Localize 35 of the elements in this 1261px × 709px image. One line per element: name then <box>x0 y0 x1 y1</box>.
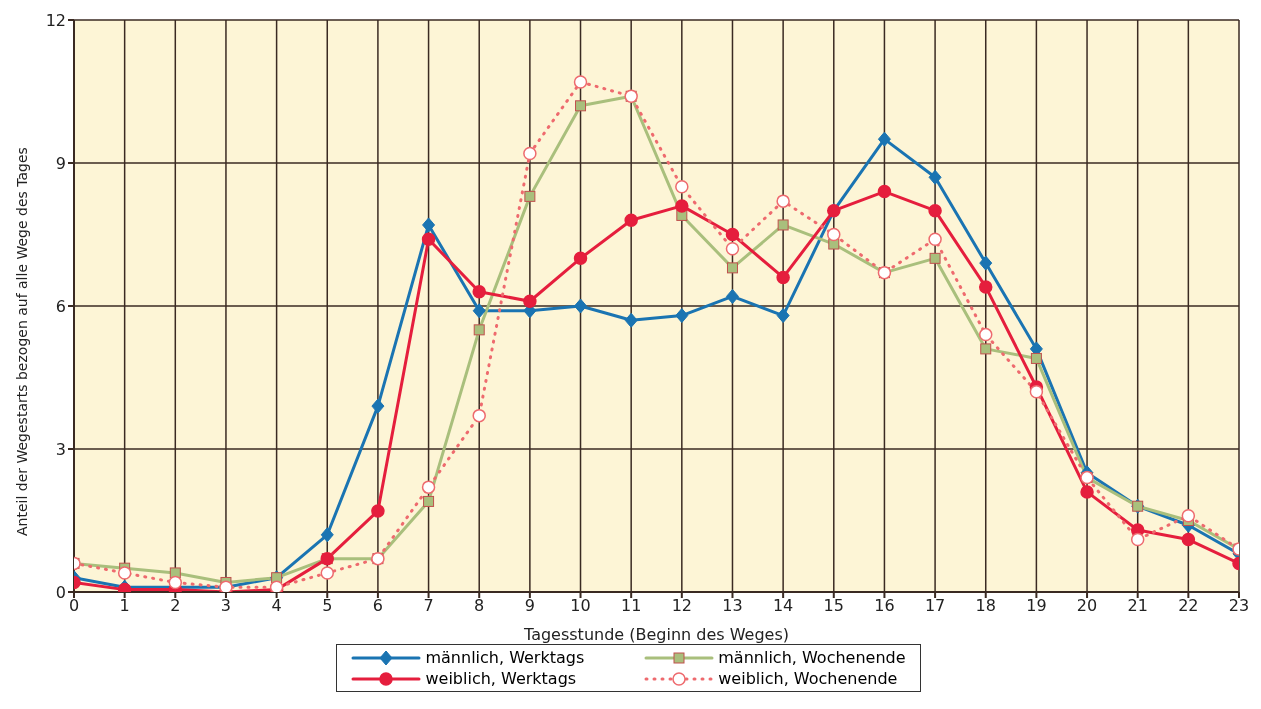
y-tick-label: 9 <box>55 153 66 173</box>
y-tick-label: 3 <box>55 439 66 459</box>
y-tick-label: 6 <box>55 296 66 316</box>
x-tick-label: 0 <box>68 596 80 616</box>
x-tick-label: 13 <box>722 596 743 616</box>
x-tick-label: 18 <box>975 596 996 616</box>
legend-label: weiblich, Werktags <box>425 669 577 688</box>
legend-label: männlich, Wochenende <box>718 648 906 667</box>
y-axis-title: Anteil der Wegestarts bezogen auf alle Wege des Tages <box>13 147 30 536</box>
x-tick-label: 12 <box>671 596 693 616</box>
x-tick-label: 17 <box>924 596 946 616</box>
x-axis-title: Tagesstunde (Beginn des Weges) <box>523 625 789 644</box>
x-tick-label: 7 <box>423 596 434 616</box>
x-tick-label: 16 <box>874 596 895 616</box>
x-tick-label: 2 <box>170 596 181 616</box>
x-tick-label: 6 <box>372 596 384 616</box>
legend-label: männlich, Werktags <box>425 648 585 667</box>
x-tick-label: 19 <box>1026 596 1047 616</box>
x-tick-label: 4 <box>271 596 282 616</box>
y-tick-label: 0 <box>55 582 66 602</box>
x-tick-label: 11 <box>620 596 642 616</box>
x-tick-label: 5 <box>322 596 333 616</box>
x-tick-label: 8 <box>474 596 485 616</box>
x-tick-label: 14 <box>772 596 794 616</box>
legend-label: weiblich, Wochenende <box>718 669 898 688</box>
x-tick-label: 1 <box>119 596 130 616</box>
x-tick-label: 10 <box>570 596 591 616</box>
x-tick-label: 21 <box>1127 596 1148 616</box>
x-tick-label: 3 <box>220 596 232 616</box>
x-tick-label: 9 <box>524 596 535 616</box>
x-tick-label: 23 <box>1228 596 1250 616</box>
x-tick-label: 15 <box>823 596 844 616</box>
y-tick-label: 12 <box>45 10 66 30</box>
x-tick-label: 22 <box>1178 596 1199 616</box>
x-tick-label: 20 <box>1076 596 1098 616</box>
